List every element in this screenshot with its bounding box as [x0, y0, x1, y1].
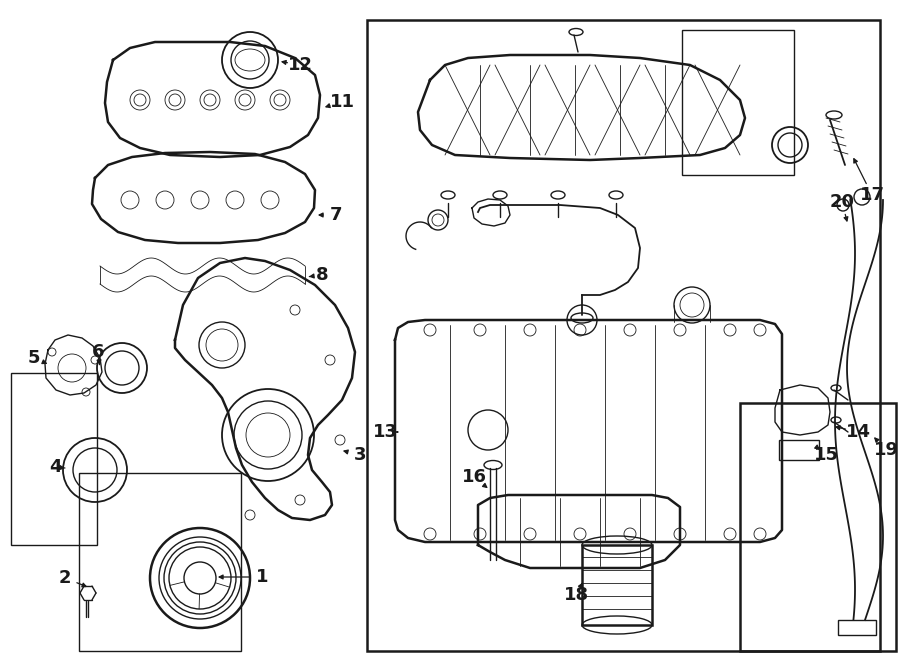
Text: 3: 3	[354, 446, 366, 464]
Bar	[79, 473, 241, 651]
Bar	[682, 30, 794, 175]
Text: 8: 8	[316, 266, 328, 284]
Bar	[740, 403, 896, 651]
Text: 4: 4	[49, 458, 61, 476]
Text: 11: 11	[329, 93, 355, 111]
Text: 13: 13	[373, 423, 398, 441]
Text: 2: 2	[58, 569, 71, 587]
Text: 16: 16	[462, 468, 487, 486]
Bar	[779, 440, 819, 460]
Text: 14: 14	[845, 423, 870, 441]
Text: 18: 18	[563, 586, 589, 604]
Text: 19: 19	[874, 441, 898, 459]
Bar	[367, 20, 880, 651]
Bar	[838, 620, 876, 635]
Text: 15: 15	[814, 446, 839, 464]
Bar	[582, 545, 652, 625]
Text: 5: 5	[28, 349, 40, 367]
Text: 7: 7	[329, 206, 342, 224]
Text: 1: 1	[256, 568, 268, 586]
Text: 20: 20	[830, 193, 854, 211]
Bar	[11, 373, 97, 545]
Text: 12: 12	[287, 56, 312, 74]
Text: 17: 17	[860, 186, 885, 204]
Text: 6: 6	[92, 343, 104, 361]
